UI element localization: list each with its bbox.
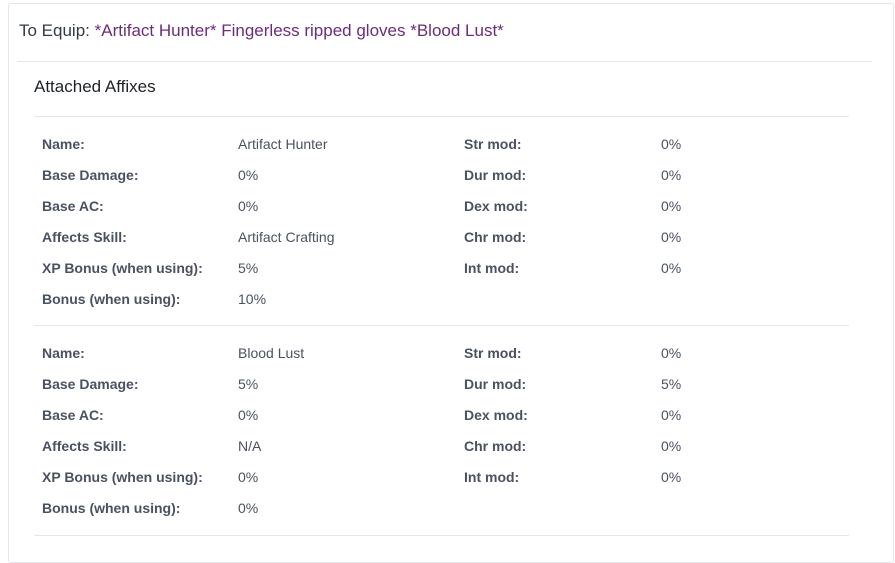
affix-value: 0% [661, 345, 682, 361]
affix-label: Bonus (when using): [42, 291, 181, 307]
affix-label: Str mod: [464, 136, 522, 152]
section-title: Attached Affixes [34, 77, 156, 96]
affix-label: Dur mod: [464, 167, 527, 183]
section-divider [34, 116, 849, 117]
affix-value: 0% [238, 500, 259, 516]
affix-value: 0% [661, 260, 682, 276]
affix-value: 0% [661, 407, 682, 423]
equip-prefix: To Equip: [19, 21, 90, 40]
affix-label: Dex mod: [464, 407, 528, 423]
affix-value: 0% [661, 229, 682, 245]
affix-label: Dex mod: [464, 198, 528, 214]
affix-label: Chr mod: [464, 229, 527, 245]
affix-name-value: Blood Lust [238, 345, 305, 361]
affix-label: Base AC: [42, 198, 104, 214]
affix-divider [34, 535, 849, 536]
affix-label: Name: [42, 136, 85, 152]
affix-value: 10% [238, 291, 267, 307]
affix-label: Chr mod: [464, 438, 527, 454]
affix-label: Int mod: [464, 260, 520, 276]
affix-value: 0% [238, 407, 259, 423]
affix-label: Affects Skill: [42, 438, 127, 454]
affix-value: Artifact Crafting [238, 229, 335, 245]
affix-value: N/A [238, 438, 262, 454]
header-divider [17, 61, 872, 62]
affix-value: 0% [661, 469, 682, 485]
affix-value: 0% [661, 167, 682, 183]
affix-label: Bonus (when using): [42, 500, 181, 516]
affix-name-value: Artifact Hunter [238, 136, 328, 152]
affix-label: Base Damage: [42, 167, 139, 183]
affix-value: 0% [661, 136, 682, 152]
affix-label: XP Bonus (when using): [42, 260, 203, 276]
affix-label: Int mod: [464, 469, 520, 485]
affix-label: Name: [42, 345, 85, 361]
item-name: *Artifact Hunter* Fingerless ripped glov… [94, 21, 504, 40]
affix-label: Base AC: [42, 407, 104, 423]
affix-value: 0% [238, 167, 259, 183]
affix-value: 0% [661, 438, 682, 454]
affix-divider [34, 325, 849, 326]
affix-value: 5% [238, 376, 259, 392]
affix-value: 5% [661, 376, 682, 392]
affix-label: Affects Skill: [42, 229, 127, 245]
affix-value: 5% [238, 260, 259, 276]
affix-label: Str mod: [464, 345, 522, 361]
affix-value: 0% [238, 198, 259, 214]
affix-value: 0% [238, 469, 259, 485]
affix-label: Base Damage: [42, 376, 139, 392]
equip-card [8, 3, 894, 563]
affix-value: 0% [661, 198, 682, 214]
equip-header: To Equip: *Artifact Hunter* Fingerless r… [19, 21, 504, 41]
affix-label: Dur mod: [464, 376, 527, 392]
affix-label: XP Bonus (when using): [42, 469, 203, 485]
